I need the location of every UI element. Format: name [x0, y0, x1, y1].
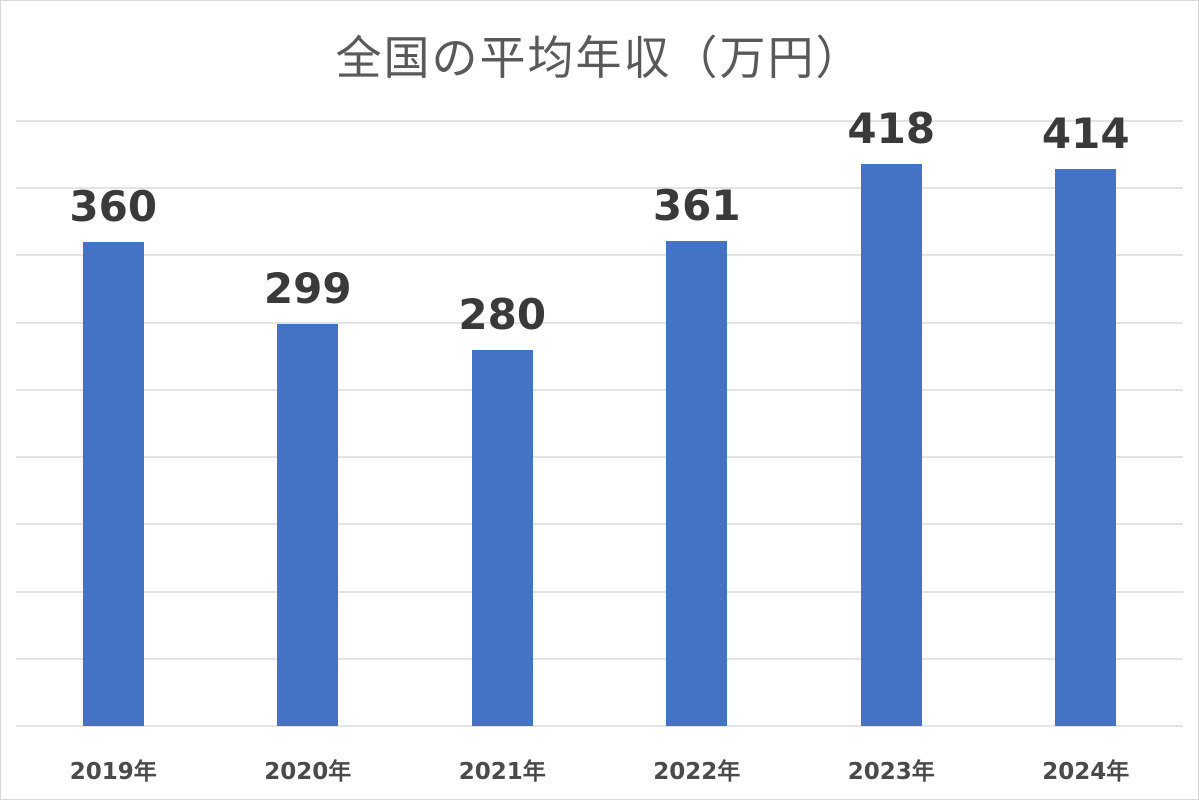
x-axis-label: 2021年 [458, 759, 546, 785]
gridline [16, 590, 1183, 593]
gridline [16, 523, 1183, 526]
bar-2022年[interactable] [666, 240, 728, 726]
gridline [16, 321, 1183, 324]
gridline [16, 657, 1183, 660]
gridline [16, 254, 1183, 257]
gridline [16, 388, 1183, 391]
gridline [16, 456, 1183, 459]
bar-2024年[interactable] [1055, 169, 1117, 726]
data-label: 414 [1041, 109, 1130, 159]
gridline [16, 120, 1183, 122]
x-axis-label: 2020年 [264, 759, 352, 785]
chart-title: 全国の平均年収（万円） [335, 31, 864, 85]
data-label: 360 [69, 182, 158, 231]
x-axis-label: 2022年 [653, 759, 741, 785]
bar-2021年[interactable] [471, 349, 533, 726]
x-axis-label: 2019年 [69, 759, 157, 785]
bar-2019年[interactable] [82, 242, 144, 726]
data-label: 418 [847, 104, 936, 154]
bar-2023年[interactable] [860, 164, 922, 726]
data-label: 299 [263, 264, 352, 313]
plot-area [16, 120, 1183, 727]
x-axis-label: 2023年 [847, 759, 935, 785]
data-label: 280 [458, 289, 547, 339]
bar-2020年[interactable] [277, 324, 339, 726]
baseline-gridline [16, 725, 1183, 727]
data-label: 361 [652, 180, 741, 230]
gridline [16, 187, 1183, 190]
x-axis-label: 2024年 [1042, 759, 1130, 785]
